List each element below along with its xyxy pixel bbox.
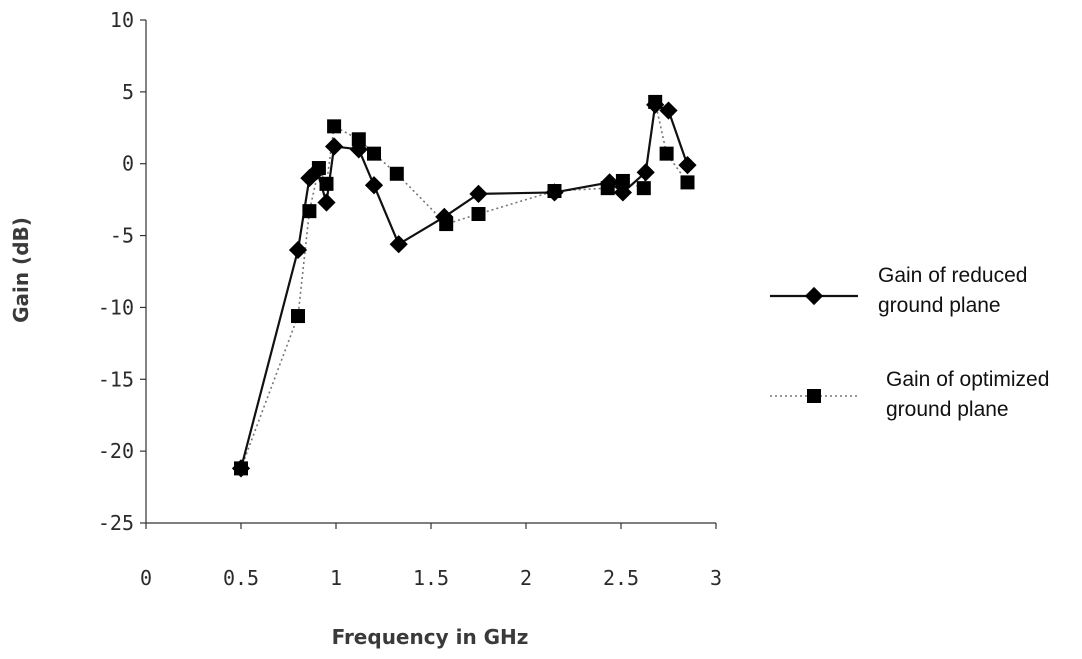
data-point-optimized (636, 181, 651, 196)
data-point-reduced (349, 140, 368, 159)
data-point-optimized (327, 119, 342, 134)
data-point-optimized (367, 146, 381, 161)
y-tick-label: -15 (98, 367, 134, 391)
data-point-optimized (680, 175, 695, 190)
x-tick-label: 2.5 (603, 566, 639, 590)
legend-label: Gain of reduced (878, 264, 1027, 287)
data-point-optimized (319, 176, 334, 191)
x-tick-label: 1 (330, 566, 342, 590)
data-point-optimized (351, 132, 366, 147)
data-point-reduced (364, 176, 384, 195)
x-tick-label: 2 (520, 566, 532, 590)
data-point-reduced (636, 163, 655, 182)
legend-label: Gain of optimized (886, 368, 1049, 391)
x-tick-label: 1.5 (413, 566, 449, 590)
data-point-reduced (317, 193, 336, 212)
data-point-reduced (545, 183, 564, 202)
data-point-reduced (435, 207, 454, 226)
legend-item-optimized: Gain of optimized ground plane (770, 368, 1049, 421)
y-ticks: 10 5 0 -5 -10 -15 -20 -25 (98, 8, 146, 535)
data-point-reduced (300, 168, 319, 188)
data-point-optimized (615, 173, 630, 188)
x-tick-label: 0.5 (223, 566, 259, 590)
series-line-reduced (239, 103, 689, 469)
data-point-reduced (613, 183, 632, 202)
y-tick-label: -5 (110, 224, 134, 248)
series-line-optimized (240, 101, 689, 469)
x-ticks: 0 0.5 1 1.5 2 2.5 3 (140, 523, 722, 590)
data-point-reduced (288, 240, 308, 260)
data-point-reduced (325, 137, 344, 156)
plot-area: 10 5 0 -5 -10 -15 -20 -25 0 0.5 1 1.5 2 2.5 3 (98, 8, 722, 590)
y-axis-title: Gain (dB) (9, 217, 33, 323)
data-point-optimized (302, 204, 317, 219)
legend-label: ground plane (886, 398, 1009, 421)
legend-swatch-marker-optimized (807, 389, 821, 403)
data-point-optimized (471, 207, 486, 222)
x-axis-title: Frequency in GHz (332, 625, 529, 649)
legend-swatch-marker-reduced (804, 286, 824, 306)
series-layer (231, 94, 697, 478)
data-point-reduced (646, 95, 665, 114)
data-point-reduced (659, 101, 678, 120)
data-point-reduced (469, 184, 488, 203)
y-tick-label: 0 (122, 152, 134, 176)
data-point-optimized (659, 146, 674, 161)
y-tick-label: 10 (110, 8, 134, 32)
x-tick-label: 0 (140, 566, 152, 590)
legend-item-reduced: Gain of reduced ground plane (770, 264, 1027, 317)
data-point-optimized (291, 309, 305, 324)
data-point-optimized (389, 166, 404, 181)
y-tick-label: 5 (122, 80, 134, 104)
data-point-reduced (389, 235, 408, 254)
data-point-reduced (231, 459, 251, 478)
y-tick-label: -10 (98, 295, 134, 319)
data-point-reduced (307, 161, 327, 180)
data-point-reduced (600, 173, 619, 192)
y-tick-label: -20 (98, 439, 134, 463)
data-point-reduced (678, 156, 697, 175)
legend-label: ground plane (878, 294, 1001, 317)
y-tick-label: -25 (98, 511, 134, 535)
x-tick-label: 3 (710, 566, 722, 590)
